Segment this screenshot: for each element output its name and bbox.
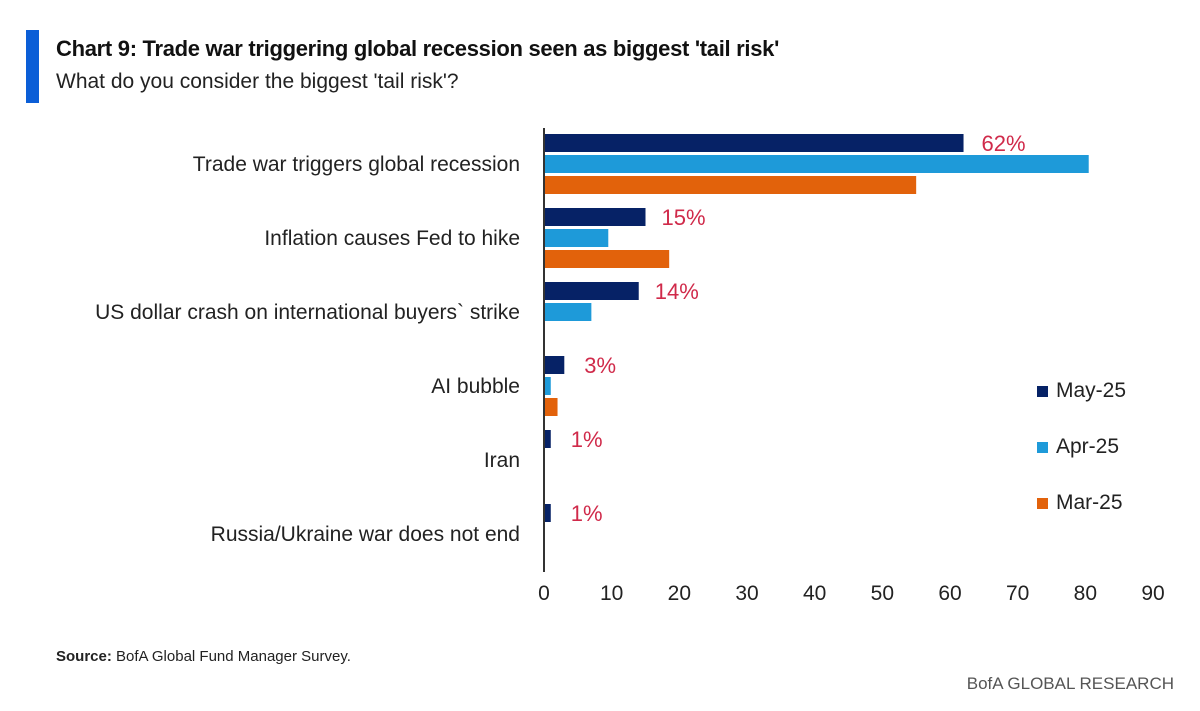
legend-swatch-may-25 <box>1037 386 1048 397</box>
x-tick-label: 90 <box>1141 582 1164 605</box>
x-tick-label: 50 <box>871 582 894 605</box>
data-label: 1% <box>571 501 603 526</box>
category-label: AI bubble <box>431 375 520 398</box>
category-label: Russia/Ukraine war does not end <box>211 523 520 546</box>
source-text: BofA Global Fund Manager Survey. <box>111 648 351 665</box>
x-tick-label: 60 <box>938 582 961 605</box>
category-label: Trade war triggers global recession <box>193 153 520 176</box>
x-tick-label: 20 <box>668 582 691 605</box>
data-label: 14% <box>655 279 699 304</box>
category-label: Iran <box>484 449 520 472</box>
bar-mar-25 <box>544 176 917 194</box>
legend-label: Mar-25 <box>1056 491 1123 514</box>
bar-may-25 <box>544 356 565 374</box>
bar-may-25 <box>544 430 551 448</box>
bar-may-25 <box>544 282 639 300</box>
x-tick-label: 40 <box>803 582 826 605</box>
title-accent-bar <box>26 30 39 103</box>
bar-apr-25 <box>544 303 592 321</box>
bar-apr-25 <box>544 229 609 247</box>
bar-apr-25 <box>544 155 1089 173</box>
bar-apr-25 <box>544 377 551 395</box>
bar-may-25 <box>544 134 964 152</box>
category-label: Inflation causes Fed to hike <box>264 227 520 250</box>
chart-subtitle: What do you consider the biggest 'tail r… <box>56 70 459 93</box>
source-label: Source: <box>56 648 112 665</box>
x-tick-label: 10 <box>600 582 623 605</box>
x-tick-label: 70 <box>1006 582 1029 605</box>
legend-label: Apr-25 <box>1056 435 1119 458</box>
bar-may-25 <box>544 208 646 226</box>
data-label: 15% <box>662 205 706 230</box>
bar-may-25 <box>544 504 551 522</box>
chart-title: Chart 9: Trade war triggering global rec… <box>56 36 780 61</box>
data-label: 62% <box>982 131 1026 156</box>
legend-label: May-25 <box>1056 379 1126 402</box>
bar-mar-25 <box>544 250 670 268</box>
data-label: 3% <box>584 353 616 378</box>
bar-mar-25 <box>544 398 558 416</box>
x-tick-label: 80 <box>1074 582 1097 605</box>
x-tick-label: 0 <box>538 582 550 605</box>
brand-logo-text: BofA GLOBAL RESEARCH <box>966 674 1174 693</box>
data-label: 1% <box>571 427 603 452</box>
x-tick-label: 30 <box>735 582 758 605</box>
legend-swatch-apr-25 <box>1037 442 1048 453</box>
source-note: Source: BofA Global Fund Manager Survey. <box>56 648 351 665</box>
legend-swatch-mar-25 <box>1037 498 1048 509</box>
category-label: US dollar crash on international buyers`… <box>95 301 520 324</box>
